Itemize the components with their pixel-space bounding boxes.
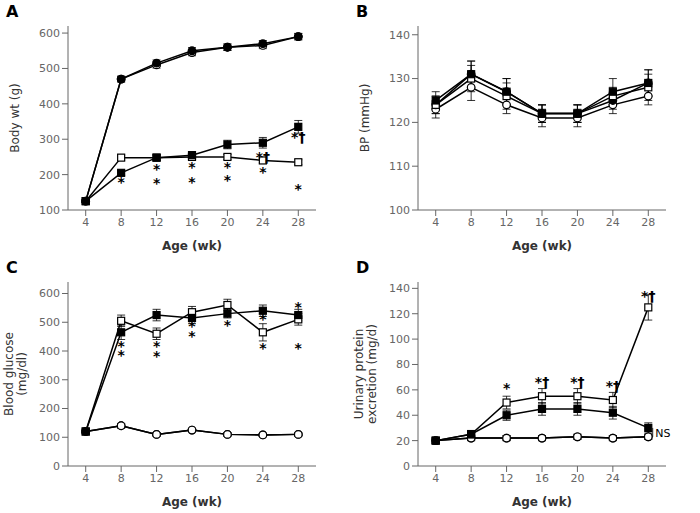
svg-text:8: 8 — [118, 216, 125, 229]
svg-text:140: 140 — [389, 282, 410, 295]
svg-text:110: 110 — [389, 160, 410, 173]
svg-text:28: 28 — [641, 472, 655, 485]
svg-text:NS: NS — [655, 427, 670, 440]
svg-text:4: 4 — [432, 472, 439, 485]
svg-text:Age (wk): Age (wk) — [512, 239, 572, 253]
svg-text:200: 200 — [39, 169, 60, 182]
svg-text:24: 24 — [256, 472, 270, 485]
svg-text:20: 20 — [220, 216, 234, 229]
svg-text:Age (wk): Age (wk) — [512, 495, 572, 509]
svg-text:*: * — [259, 164, 267, 180]
svg-text:*: * — [224, 317, 232, 333]
svg-text:12: 12 — [150, 216, 164, 229]
svg-text:12: 12 — [150, 472, 164, 485]
svg-text:0: 0 — [53, 460, 60, 473]
svg-text:600: 600 — [39, 287, 60, 300]
svg-text:100: 100 — [389, 333, 410, 346]
svg-text:80: 80 — [396, 358, 410, 371]
svg-text:300: 300 — [39, 133, 60, 146]
svg-text:*†: *† — [535, 374, 549, 390]
svg-text:*: * — [153, 348, 161, 364]
svg-text:200: 200 — [39, 402, 60, 415]
svg-text:140: 140 — [389, 29, 410, 42]
svg-text:130: 130 — [389, 72, 410, 85]
html-text:B: B — [356, 2, 369, 21]
svg-text:20: 20 — [570, 216, 584, 229]
svg-text:*: * — [295, 340, 303, 356]
svg-text:16: 16 — [535, 216, 549, 229]
svg-text:120: 120 — [389, 308, 410, 321]
svg-text:28: 28 — [291, 216, 305, 229]
svg-text:4: 4 — [432, 216, 439, 229]
svg-text:8: 8 — [468, 216, 475, 229]
svg-text:28: 28 — [641, 216, 655, 229]
svg-text:*: * — [259, 311, 267, 327]
svg-text:BP (mmHg): BP (mmHg) — [358, 84, 372, 153]
svg-text:*: * — [153, 175, 161, 191]
svg-text:120: 120 — [389, 116, 410, 129]
svg-text:*†: *† — [570, 374, 584, 390]
svg-text:Age (wk): Age (wk) — [162, 239, 222, 253]
svg-text:500: 500 — [39, 316, 60, 329]
svg-text:*: * — [153, 161, 161, 177]
svg-text:*: * — [188, 159, 196, 175]
svg-text:*: * — [117, 347, 125, 363]
svg-text:Urinary proteinexcretion (mg/d: Urinary proteinexcretion (mg/d) — [352, 324, 379, 424]
svg-text:300: 300 — [39, 374, 60, 387]
svg-text:Body wt (g): Body wt (g) — [8, 83, 22, 152]
svg-text:40: 40 — [396, 409, 410, 422]
svg-text:16: 16 — [185, 472, 199, 485]
svg-text:100: 100 — [39, 204, 60, 217]
svg-text:20: 20 — [220, 472, 234, 485]
svg-text:8: 8 — [468, 472, 475, 485]
svg-text:28: 28 — [291, 472, 305, 485]
svg-text:0: 0 — [403, 460, 410, 473]
svg-text:100: 100 — [39, 431, 60, 444]
svg-text:Age (wk): Age (wk) — [162, 495, 222, 509]
svg-text:*: * — [117, 174, 125, 190]
svg-text:8: 8 — [118, 472, 125, 485]
svg-text:24: 24 — [256, 216, 270, 229]
svg-text:*†: *† — [641, 288, 655, 304]
svg-text:20: 20 — [396, 435, 410, 448]
svg-text:4: 4 — [82, 472, 89, 485]
svg-text:16: 16 — [185, 216, 199, 229]
svg-text:500: 500 — [39, 62, 60, 75]
svg-text:*: * — [224, 172, 232, 188]
html-text:A: A — [6, 2, 19, 21]
svg-text:*: * — [295, 299, 303, 315]
svg-text:*: * — [503, 380, 511, 396]
svg-text:12: 12 — [500, 216, 514, 229]
svg-text:20: 20 — [570, 472, 584, 485]
svg-text:*†: *† — [256, 149, 270, 165]
svg-text:4: 4 — [82, 216, 89, 229]
svg-text:12: 12 — [500, 472, 514, 485]
svg-text:Blood glucose(mg/dl): Blood glucose(mg/dl) — [8, 332, 29, 416]
svg-text:*†: *† — [606, 378, 620, 394]
svg-text:*: * — [188, 174, 196, 190]
svg-text:*†: *† — [291, 129, 305, 145]
svg-text:400: 400 — [39, 345, 60, 358]
svg-text:*: * — [295, 181, 303, 197]
svg-text:*: * — [259, 340, 267, 356]
svg-text:60: 60 — [396, 384, 410, 397]
svg-text:*: * — [188, 328, 196, 344]
svg-text:400: 400 — [39, 98, 60, 111]
svg-text:100: 100 — [389, 204, 410, 217]
svg-text:600: 600 — [39, 27, 60, 40]
svg-text:16: 16 — [535, 472, 549, 485]
html-text:C: C — [6, 258, 18, 277]
html-text:D: D — [356, 258, 370, 277]
svg-text:24: 24 — [606, 216, 620, 229]
svg-text:24: 24 — [606, 472, 620, 485]
